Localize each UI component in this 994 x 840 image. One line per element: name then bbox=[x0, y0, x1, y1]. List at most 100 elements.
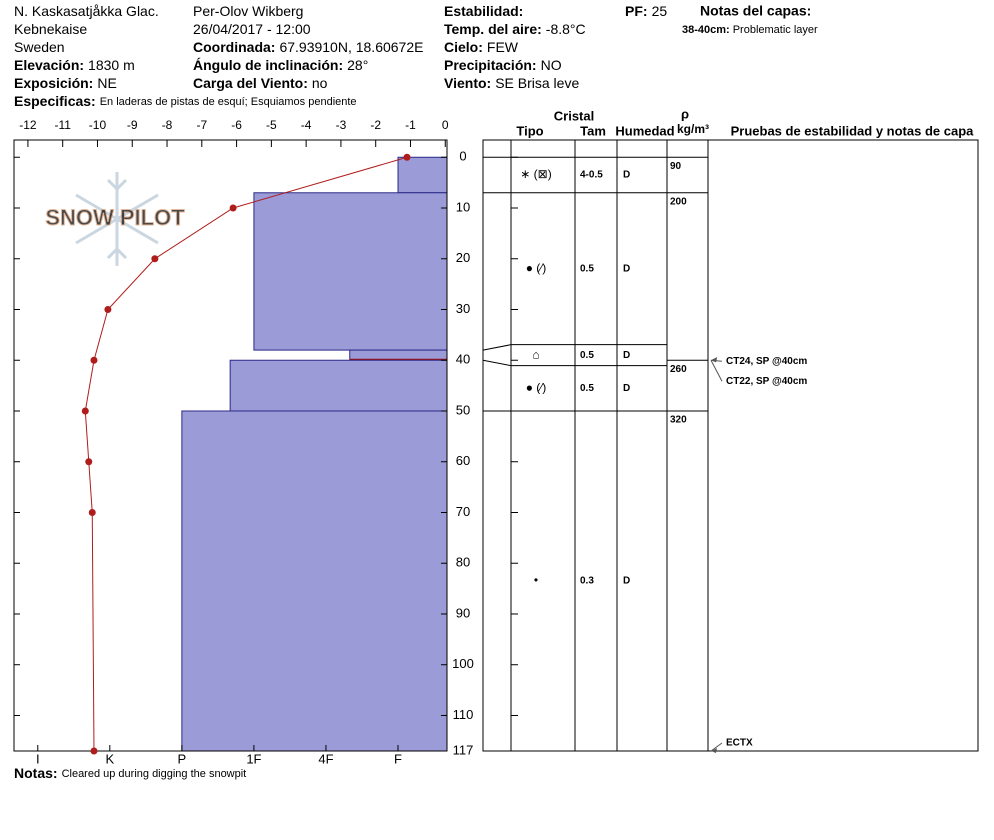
depth-tick-label: 10 bbox=[456, 199, 470, 214]
header-field-value: -8.8°C bbox=[546, 21, 586, 37]
table-header: kg/m³ bbox=[677, 122, 709, 136]
grain-type: ● (⁄) bbox=[526, 381, 547, 395]
temp-tick-label: 0 bbox=[442, 118, 449, 132]
test-label: ECTX bbox=[726, 738, 753, 749]
header-field: Elevación: 1830 m bbox=[14, 57, 135, 73]
layer-connector bbox=[482, 359, 512, 367]
temperature-point bbox=[81, 407, 89, 415]
footer-notes-label: Notas: bbox=[14, 765, 58, 781]
moisture: D bbox=[623, 263, 630, 274]
test-label: CT22, SP @40cm bbox=[726, 376, 807, 387]
header-field-label: Elevación: bbox=[14, 57, 84, 73]
depth-tick-label: 100 bbox=[452, 656, 474, 671]
header-field-value: 28° bbox=[347, 57, 368, 73]
temperature-point bbox=[229, 204, 237, 212]
header-field: Temp. del aire: -8.8°C bbox=[444, 21, 586, 37]
density-value: 90 bbox=[670, 161, 682, 172]
grain-type: ∗ (⊠) bbox=[520, 167, 551, 181]
header-field: Kebnekaise bbox=[14, 21, 87, 37]
header-field-text: Kebnekaise bbox=[14, 21, 87, 37]
logo-text: SNOW PILOT bbox=[45, 205, 185, 230]
header-field: Coordinada: 67.93910N, 18.60672E bbox=[193, 39, 423, 55]
table-header: Tam bbox=[580, 123, 606, 138]
layer-notes-title: Notas del capas: bbox=[700, 3, 811, 19]
grain-size: 0.5 bbox=[580, 350, 594, 361]
header-field-value: no bbox=[312, 75, 328, 91]
temperature-point bbox=[90, 356, 98, 364]
depth-tick-label: 60 bbox=[456, 453, 470, 468]
temperature-point bbox=[151, 255, 159, 263]
header-field: Estabilidad: bbox=[444, 3, 523, 19]
plot-frame bbox=[13, 139, 448, 752]
depth-tick-label: 117 bbox=[453, 742, 474, 757]
hardness-tick-label: 1F bbox=[246, 751, 261, 766]
layer-note-value: Problematic layer bbox=[733, 24, 818, 36]
depth-tick-label: 90 bbox=[456, 605, 470, 620]
header-field-label: Viento: bbox=[444, 75, 491, 91]
pf-label: PF: bbox=[625, 3, 648, 19]
grain-type: ● (⁄) bbox=[526, 261, 547, 275]
header-field: Sweden bbox=[14, 39, 65, 55]
hardness-bar bbox=[397, 156, 448, 194]
temperature-point bbox=[104, 305, 112, 313]
temp-tick-label: -5 bbox=[266, 118, 277, 132]
density-value: 320 bbox=[670, 415, 687, 426]
temp-tick-label: -11 bbox=[54, 118, 71, 132]
test-arrow bbox=[710, 742, 723, 752]
header-field-label: Estabilidad: bbox=[444, 3, 523, 19]
specifics-value: En laderas de pistas de esquí; Esquiamos… bbox=[100, 96, 357, 108]
hardness-bar bbox=[253, 192, 448, 351]
depth-tick-label: 50 bbox=[456, 402, 470, 417]
table-header: Humedad bbox=[615, 123, 674, 138]
moisture: D bbox=[623, 576, 630, 587]
temperature-point bbox=[403, 153, 411, 161]
depth-tick-label: 80 bbox=[456, 555, 470, 570]
depth-tick-label: 40 bbox=[456, 352, 470, 367]
header-field-value: FEW bbox=[487, 39, 519, 55]
grain-size: 0.3 bbox=[580, 576, 594, 587]
depth-tick-label: 70 bbox=[456, 504, 470, 519]
header-field-label: Coordinada: bbox=[193, 39, 275, 55]
hardness-tick-label: I bbox=[36, 751, 40, 766]
moisture: D bbox=[623, 383, 630, 394]
header-field-label: Ángulo de inclinación: bbox=[193, 57, 343, 73]
header-field-text: N. Kaskasatjåkka Glac. bbox=[14, 3, 159, 19]
hardness-bar bbox=[229, 359, 448, 412]
header-field-text: Per-Olov Wikberg bbox=[193, 3, 303, 19]
temp-tick-label: -3 bbox=[336, 118, 347, 132]
table-header: Pruebas de estabilidad y notas de capa bbox=[731, 123, 975, 138]
test-arrowhead bbox=[711, 357, 717, 363]
header-field-text: Sweden bbox=[14, 39, 65, 55]
header-field-value: 67.93910N, 18.60672E bbox=[279, 39, 423, 55]
grain-type: • bbox=[534, 573, 538, 587]
header-field-text: 26/04/2017 - 12:00 bbox=[193, 21, 311, 37]
header-field-label: Temp. del aire: bbox=[444, 21, 542, 37]
footer-notes-value: Cleared up during digging the snowpit bbox=[62, 768, 247, 780]
header-field: Carga del Viento: no bbox=[193, 75, 328, 91]
hardness-tick-label: K bbox=[105, 751, 114, 766]
table-header: Tipo bbox=[516, 123, 543, 138]
logo bbox=[75, 172, 159, 266]
snowflake bbox=[75, 172, 159, 266]
grain-size: 0.5 bbox=[580, 383, 594, 394]
header-field-label: Precipitación: bbox=[444, 57, 537, 73]
test-label: CT24, SP @40cm bbox=[726, 356, 807, 367]
header-field-label: Cielo: bbox=[444, 39, 483, 55]
temp-tick-label: -10 bbox=[89, 118, 107, 132]
hardness-tick-label: F bbox=[394, 751, 402, 766]
header-field: Per-Olov Wikberg bbox=[193, 3, 303, 19]
temp-tick-label: -4 bbox=[301, 118, 312, 132]
temp-tick-label: -9 bbox=[127, 118, 138, 132]
header-field-label: Carga del Viento: bbox=[193, 75, 308, 91]
grain-type: ⌂ bbox=[532, 347, 539, 361]
hardness-bar bbox=[349, 349, 448, 361]
density-value: 260 bbox=[670, 364, 687, 375]
header-field: Cielo: FEW bbox=[444, 39, 519, 55]
header-field: Exposición: NE bbox=[14, 75, 117, 91]
header-field: Ángulo de inclinación: 28° bbox=[193, 57, 368, 73]
table-frame bbox=[482, 139, 979, 752]
temperature-point bbox=[90, 747, 98, 755]
header-field-value: 1830 m bbox=[88, 57, 135, 73]
